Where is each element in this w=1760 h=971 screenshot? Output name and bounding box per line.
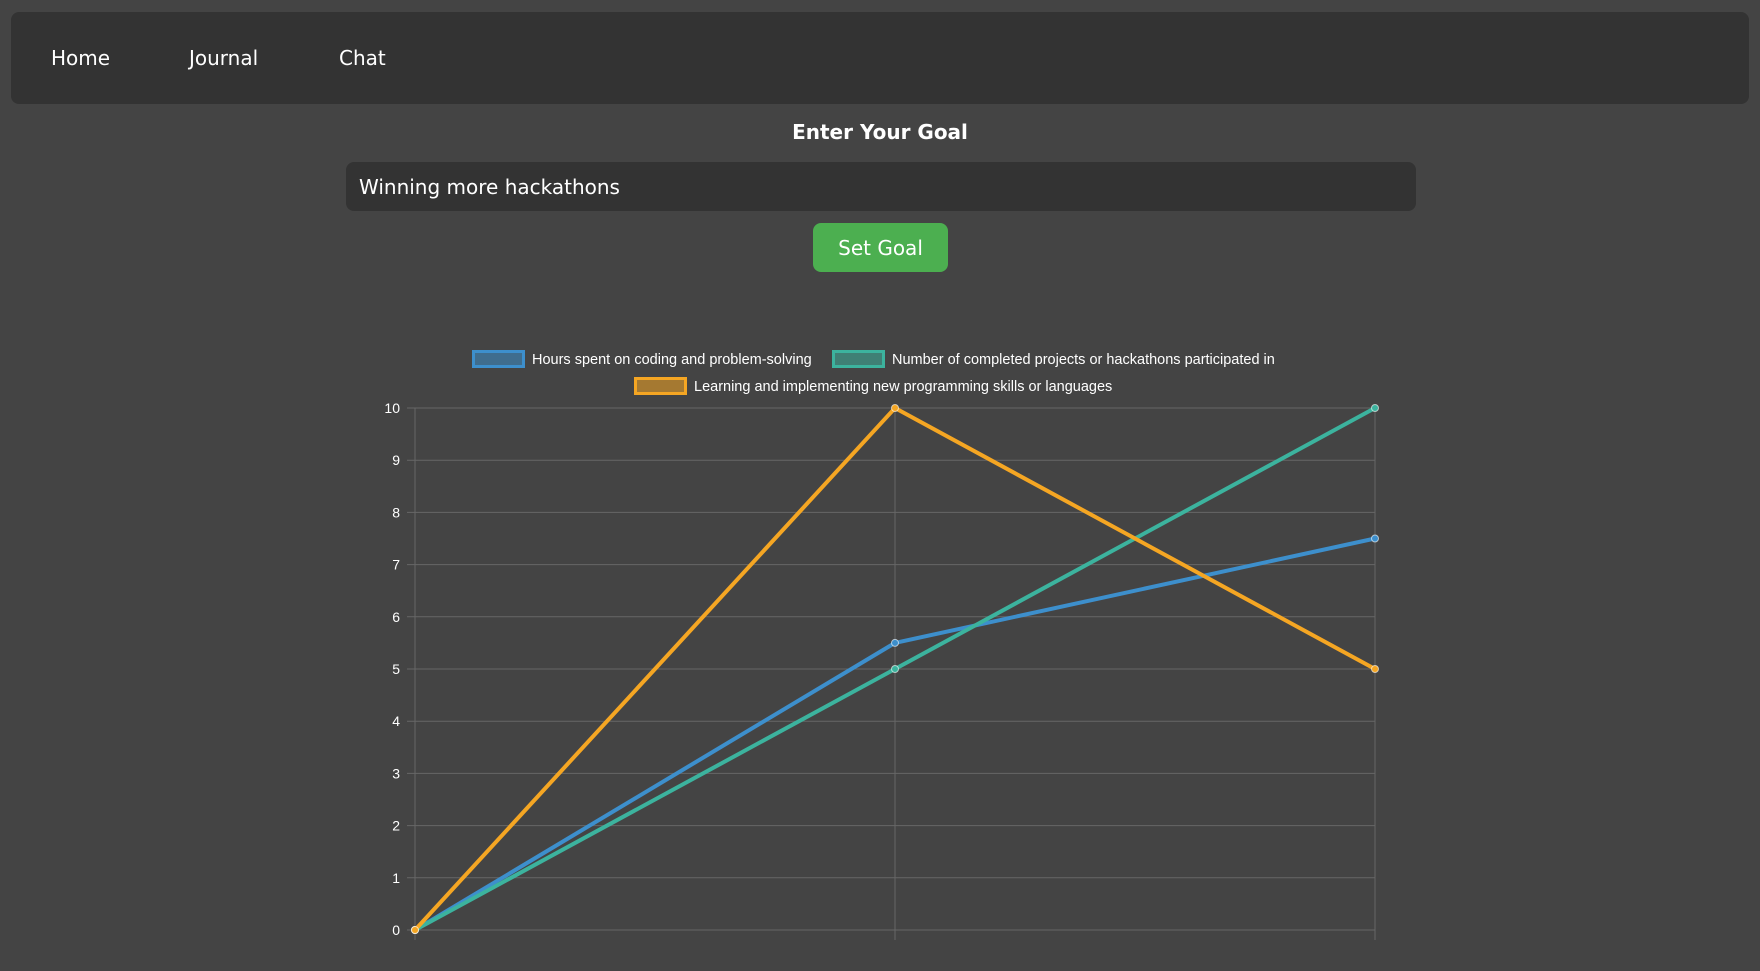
series-line xyxy=(413,536,1376,932)
data-point xyxy=(411,926,419,934)
y-tick-label: 6 xyxy=(392,609,400,625)
y-tick-label: 4 xyxy=(392,713,400,729)
legend-swatch xyxy=(832,350,885,368)
y-tick-label: 5 xyxy=(392,661,400,677)
y-tick-label: 1 xyxy=(392,870,400,886)
navbar: Home Journal Chat xyxy=(11,12,1749,104)
y-tick-label: 8 xyxy=(392,504,400,520)
legend-swatch xyxy=(634,377,687,395)
data-point xyxy=(891,638,899,647)
y-tick-label: 10 xyxy=(384,400,400,416)
nav-home-link[interactable]: Home xyxy=(51,46,111,70)
set-goal-button[interactable]: Set Goal xyxy=(813,223,948,272)
goal-heading: Enter Your Goal xyxy=(792,120,968,144)
y-tick-label: 2 xyxy=(392,818,400,834)
goal-input[interactable] xyxy=(346,162,1416,211)
series-line xyxy=(414,406,1376,932)
legend-label: Hours spent on coding and problem-solvin… xyxy=(532,352,812,368)
y-tick-label: 9 xyxy=(392,452,400,468)
data-point xyxy=(1371,534,1379,543)
data-point xyxy=(1371,665,1379,673)
nav-chat-link[interactable]: Chat xyxy=(339,46,386,70)
legend-swatch xyxy=(472,350,525,368)
y-tick-label: 0 xyxy=(392,922,400,938)
y-tick-label: 3 xyxy=(392,765,400,781)
data-point xyxy=(891,665,899,673)
data-point xyxy=(411,926,419,934)
y-tick-label: 7 xyxy=(392,557,400,573)
nav-journal-link[interactable]: Journal xyxy=(189,46,259,70)
legend-label: Learning and implementing new programmin… xyxy=(694,379,1112,395)
series-line xyxy=(413,406,1376,932)
data-point xyxy=(891,404,899,412)
legend-label: Number of completed projects or hackatho… xyxy=(892,352,1275,368)
data-point xyxy=(1371,404,1379,412)
data-point xyxy=(411,926,419,934)
